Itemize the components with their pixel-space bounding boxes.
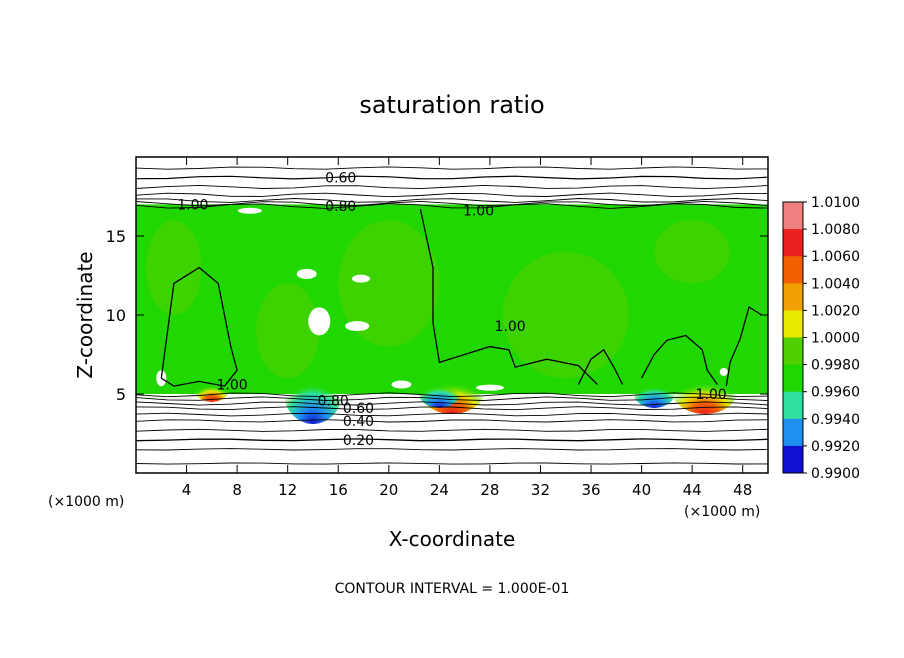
field-patch bbox=[338, 220, 440, 347]
contour-line bbox=[136, 203, 768, 209]
contour-line bbox=[136, 392, 768, 398]
colorbar-swatch bbox=[783, 445, 803, 474]
contour-line bbox=[136, 175, 768, 180]
contour-line bbox=[136, 396, 768, 401]
x-tick-label: 16 bbox=[329, 481, 348, 499]
contour-line bbox=[136, 401, 768, 406]
colorbar-label: 1.0080 bbox=[811, 222, 860, 238]
colorbar-swatch bbox=[783, 337, 803, 366]
contour-line bbox=[136, 428, 768, 432]
y-tick-label: 15 bbox=[106, 227, 126, 246]
contour-line-1.00 bbox=[725, 306, 763, 387]
y-axis-label: Z-coordinate bbox=[73, 251, 97, 378]
x-tick-label: 20 bbox=[379, 481, 398, 499]
x-tick-label: 12 bbox=[278, 481, 297, 499]
contour-line bbox=[136, 198, 768, 203]
contour-label: 0.60 bbox=[325, 171, 356, 187]
contour-line-1.00 bbox=[160, 266, 238, 387]
y-tick-label: 5 bbox=[116, 385, 126, 404]
x-axis-ticks: 4 8 12 16 20 24 28 32 36 40 44 48 bbox=[182, 157, 752, 499]
contour-line bbox=[136, 166, 768, 170]
x-tick-label: 32 bbox=[531, 481, 550, 499]
x-tick-label: 48 bbox=[733, 481, 752, 499]
y-axis-units: (×1000 m) bbox=[48, 494, 124, 510]
colorbar-label: 0.9980 bbox=[811, 358, 860, 374]
contour-line-1.00 bbox=[577, 348, 624, 385]
colorbar-swatch bbox=[783, 418, 803, 447]
x-axis-label: X-coordinate bbox=[389, 527, 516, 551]
contour-label: 0.40 bbox=[343, 414, 374, 430]
field-patch bbox=[146, 220, 202, 315]
contour-label: 0.80 bbox=[325, 199, 356, 215]
colorbar-label: 0.9920 bbox=[811, 439, 860, 455]
contour-label: 1.00 bbox=[696, 387, 727, 403]
colorbar-swatch bbox=[783, 310, 803, 338]
colorbar-swatch bbox=[783, 283, 803, 311]
x-tick-label: 28 bbox=[480, 481, 499, 499]
y-tick-label: 10 bbox=[106, 306, 126, 325]
clear-air-gap bbox=[391, 380, 412, 389]
colorbar-label: 1.0100 bbox=[811, 195, 860, 211]
x-tick-label: 8 bbox=[232, 481, 242, 499]
x-tick-label: 24 bbox=[430, 481, 449, 499]
contour-line bbox=[136, 184, 768, 190]
colorbar-label: 0.9960 bbox=[811, 385, 860, 401]
colorbar-label: 1.0040 bbox=[811, 276, 860, 292]
field-patch bbox=[654, 220, 730, 284]
contour-label: 0.20 bbox=[343, 433, 374, 449]
contour-line bbox=[136, 192, 768, 198]
colorbar-label: 0.9900 bbox=[811, 466, 860, 482]
contour-label: 1.00 bbox=[495, 319, 526, 335]
contour-labels: 0.600.801.00 1.001.001.001.000.800.600.40… bbox=[177, 171, 726, 449]
field-patch bbox=[256, 283, 320, 379]
contour-line bbox=[136, 412, 768, 417]
clear-air-gap bbox=[345, 321, 370, 332]
clear-air-gap bbox=[719, 367, 728, 376]
subsaturated-dip bbox=[632, 372, 677, 408]
chart-title: saturation ratio bbox=[359, 91, 544, 119]
contour-line bbox=[136, 438, 768, 442]
clear-air-gap bbox=[237, 207, 262, 214]
x-axis-units: (×1000 m) bbox=[684, 504, 760, 520]
contour-line bbox=[136, 200, 768, 207]
colorbar-swatch bbox=[783, 364, 803, 393]
clear-air-gap bbox=[475, 384, 504, 391]
contour-label: 1.00 bbox=[463, 204, 494, 220]
contour-line bbox=[136, 419, 768, 423]
colorbar-label: 0.9940 bbox=[811, 412, 860, 428]
contour-label: 1.00 bbox=[177, 197, 208, 213]
contour-interval-note: CONTOUR INTERVAL = 1.000E-01 bbox=[335, 581, 570, 597]
colorbar-label: 1.0000 bbox=[811, 331, 860, 347]
x-tick-label: 4 bbox=[182, 481, 192, 499]
clear-air-gap bbox=[156, 370, 167, 387]
contour-line-1.00 bbox=[419, 208, 598, 385]
colorbar-swatch bbox=[783, 256, 803, 284]
subsaturated-dip bbox=[417, 372, 462, 408]
colorbar-swatch bbox=[783, 229, 803, 257]
contour-line-1.00 bbox=[641, 334, 718, 385]
x-tick-label: 40 bbox=[632, 481, 651, 499]
x-tick-label: 44 bbox=[683, 481, 702, 499]
colorbar-label: 1.0020 bbox=[811, 303, 860, 319]
colorbar-swatch bbox=[783, 391, 803, 420]
contour-line bbox=[136, 462, 768, 465]
x-tick-label: 36 bbox=[581, 481, 600, 499]
colorbar: 1.0100 1.0080 1.0060 1.0040 1.0020 1.0000 0.99… bbox=[782, 195, 860, 482]
contour-label: 0.80 bbox=[318, 393, 349, 409]
colorbar-label: 1.0060 bbox=[811, 249, 860, 265]
contour-line bbox=[136, 448, 768, 451]
y-axis-ticks: 5 10 15 bbox=[106, 227, 768, 404]
clear-air-gap bbox=[351, 274, 370, 283]
contour-label: 1.00 bbox=[216, 378, 247, 394]
field-patch bbox=[502, 251, 629, 379]
clear-air-gap bbox=[308, 307, 331, 336]
contour-lines bbox=[136, 166, 768, 465]
contour-line bbox=[136, 406, 768, 411]
colorbar-swatch bbox=[783, 202, 803, 230]
contour-label: 0.60 bbox=[343, 401, 374, 417]
clear-air-gap bbox=[296, 268, 317, 279]
